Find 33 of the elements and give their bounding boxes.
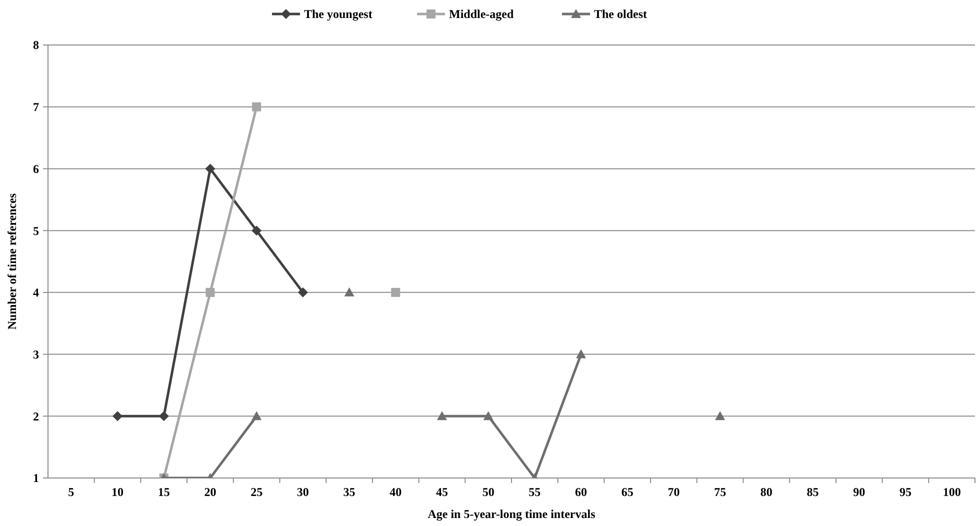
legend-label: The oldest — [594, 7, 648, 22]
x-tick-label: 90 — [853, 485, 866, 499]
y-axis-title: Number of time references — [5, 193, 19, 330]
legend-label: Middle-aged — [449, 7, 514, 22]
x-tick-label: 40 — [390, 485, 402, 499]
y-tick-label: 6 — [33, 162, 39, 176]
x-tick-label: 25 — [250, 485, 263, 499]
y-tick-label: 2 — [33, 409, 39, 424]
x-tick-label: 30 — [296, 485, 309, 499]
x-tick-label: 85 — [806, 485, 819, 499]
y-tick-label: 5 — [33, 224, 39, 238]
y-tick-label: 7 — [33, 100, 39, 114]
x-tick-label: 55 — [528, 485, 541, 499]
x-tick-label: 60 — [575, 485, 588, 499]
x-axis-title: Age in 5-year-long time intervals — [428, 507, 596, 521]
y-tick-label: 8 — [33, 38, 39, 52]
x-tick-label: 15 — [158, 485, 170, 499]
x-tick-label: 20 — [204, 485, 216, 499]
x-tick-label: 65 — [621, 485, 634, 499]
x-tick-label: 70 — [668, 485, 680, 499]
x-tick-label: 45 — [436, 485, 448, 499]
y-tick-label: 4 — [33, 286, 39, 300]
legend-label: The youngest — [304, 7, 372, 22]
x-tick-label: 50 — [482, 485, 494, 499]
y-tick-label: 3 — [33, 347, 39, 362]
x-tick-label: 35 — [343, 485, 356, 499]
x-tick-label: 10 — [112, 485, 124, 499]
x-tick-label: 5 — [68, 485, 74, 499]
x-tick-label: 75 — [714, 485, 726, 499]
y-tick-label: 1 — [33, 471, 39, 486]
x-tick-label: 100 — [942, 485, 961, 499]
x-tick-label: 80 — [760, 485, 772, 499]
x-tick-label: 95 — [899, 485, 912, 499]
